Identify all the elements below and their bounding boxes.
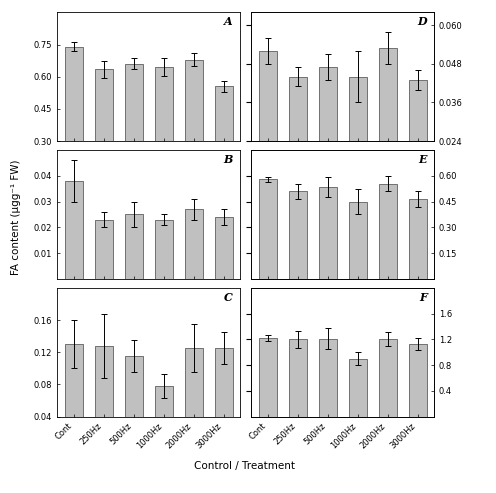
Bar: [124, 64, 142, 206]
Text: C: C: [224, 292, 233, 303]
Bar: [215, 217, 233, 279]
Bar: [215, 348, 233, 449]
Text: FA content (µgg⁻¹ FW): FA content (µgg⁻¹ FW): [11, 159, 21, 275]
Bar: [289, 77, 307, 218]
Bar: [185, 210, 202, 279]
Bar: [378, 339, 396, 417]
Bar: [289, 339, 307, 417]
Text: Control / Treatment: Control / Treatment: [193, 461, 295, 471]
Bar: [349, 202, 367, 279]
Bar: [185, 348, 202, 449]
Bar: [409, 344, 427, 417]
Text: B: B: [223, 154, 233, 165]
Bar: [64, 344, 82, 449]
Bar: [378, 48, 396, 218]
Text: D: D: [417, 16, 427, 27]
Text: F: F: [419, 292, 427, 303]
Text: E: E: [418, 154, 427, 165]
Bar: [349, 358, 367, 417]
Bar: [318, 67, 336, 218]
Bar: [64, 47, 82, 206]
Bar: [289, 191, 307, 279]
Bar: [155, 386, 173, 449]
Bar: [64, 181, 82, 279]
Bar: [95, 219, 113, 279]
Bar: [155, 219, 173, 279]
Bar: [318, 187, 336, 279]
Text: A: A: [224, 16, 233, 27]
Bar: [124, 214, 142, 279]
Bar: [409, 80, 427, 218]
Bar: [409, 199, 427, 279]
Bar: [349, 77, 367, 218]
Bar: [155, 67, 173, 206]
Bar: [95, 346, 113, 449]
Bar: [378, 183, 396, 279]
Bar: [215, 86, 233, 206]
Bar: [124, 356, 142, 449]
Bar: [95, 69, 113, 206]
Bar: [185, 60, 202, 206]
Bar: [318, 339, 336, 417]
Bar: [258, 179, 276, 279]
Bar: [258, 51, 276, 218]
Bar: [258, 338, 276, 417]
